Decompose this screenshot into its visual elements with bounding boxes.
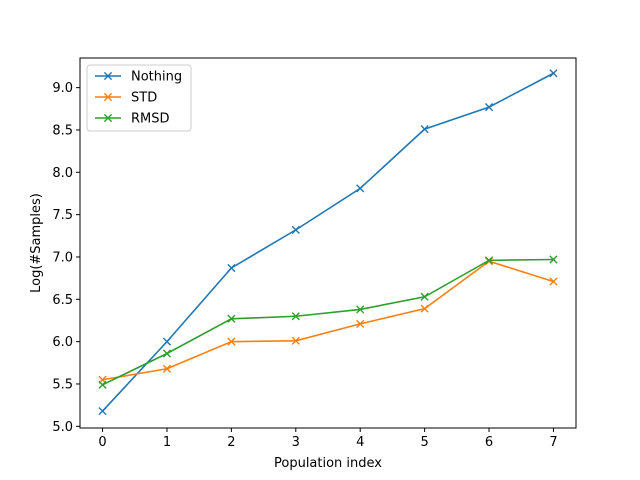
legend-marker xyxy=(103,71,113,81)
x-tick-label: 7 xyxy=(549,435,557,450)
data-point-marker xyxy=(484,256,494,265)
x-tick-label: 1 xyxy=(163,435,171,450)
y-tick-label: 8.0 xyxy=(52,166,73,181)
data-point-marker xyxy=(162,364,172,373)
plot-frame xyxy=(79,57,577,429)
ticks-layer: 0 1 2 3 4 5 6 7 5.0 5.5 6.0 6.5 7.0 7.5 8.0 8.5 9.0 xyxy=(52,81,557,450)
data-point-marker xyxy=(549,255,558,264)
data-point-marker xyxy=(162,349,172,358)
data-point-marker xyxy=(420,292,429,301)
data-point-marker xyxy=(291,336,300,345)
x-tick-label: 3 xyxy=(292,435,300,450)
data-point-marker xyxy=(420,304,429,313)
y-tick-label: 7.0 xyxy=(52,250,73,265)
legend-label: Nothing xyxy=(131,70,182,85)
legend: Nothing STD RMSD xyxy=(86,64,192,132)
x-tick-label: 6 xyxy=(485,435,493,450)
series-line-nothing xyxy=(101,72,554,412)
series-line-std xyxy=(102,260,554,381)
y-tick-label: 8.5 xyxy=(52,123,73,138)
y-tick-label: 6.5 xyxy=(52,293,73,308)
x-tick-label: 5 xyxy=(420,435,428,450)
y-tick-label: 9.0 xyxy=(52,81,73,96)
data-point-marker xyxy=(227,263,236,273)
y-tick-label: 6.0 xyxy=(52,335,73,350)
x-axis-label: Population index xyxy=(274,456,382,471)
x-tick-label: 4 xyxy=(356,435,364,450)
legend-label: STD xyxy=(131,91,157,106)
data-point-marker xyxy=(420,125,429,134)
y-tick-label: 5.0 xyxy=(52,420,73,435)
y-tick-label: 5.5 xyxy=(52,377,73,392)
x-tick-label: 0 xyxy=(98,435,106,450)
data-point-marker xyxy=(356,305,365,314)
x-tick-label: 2 xyxy=(227,435,235,450)
series-rmsd xyxy=(98,255,558,389)
y-axis-label: Log(#Samples) xyxy=(29,193,44,293)
legend-item-nothing: Nothing xyxy=(95,70,182,85)
legend-item-std: STD xyxy=(95,91,157,106)
data-point-marker xyxy=(549,277,558,286)
data-point-marker xyxy=(98,380,107,389)
data-point-marker xyxy=(98,406,107,416)
legend-label: RMSD xyxy=(131,112,170,127)
data-point-marker xyxy=(227,314,236,323)
series-nothing xyxy=(98,69,558,416)
data-point-marker xyxy=(549,69,558,78)
axes-layer xyxy=(79,57,577,429)
series-layer xyxy=(98,69,558,416)
data-point-marker xyxy=(356,184,365,193)
data-point-marker xyxy=(291,312,300,321)
legend-marker xyxy=(103,92,113,102)
data-point-marker xyxy=(162,337,172,346)
y-tick-label: 7.5 xyxy=(52,208,73,223)
data-point-marker xyxy=(484,103,494,112)
legend-marker xyxy=(103,113,113,123)
legend-box xyxy=(86,64,192,132)
legend-item-rmsd: RMSD xyxy=(95,112,170,127)
data-point-marker xyxy=(227,337,236,346)
data-point-marker xyxy=(291,225,300,234)
series-line-rmsd xyxy=(102,258,554,386)
data-point-marker xyxy=(356,319,365,328)
